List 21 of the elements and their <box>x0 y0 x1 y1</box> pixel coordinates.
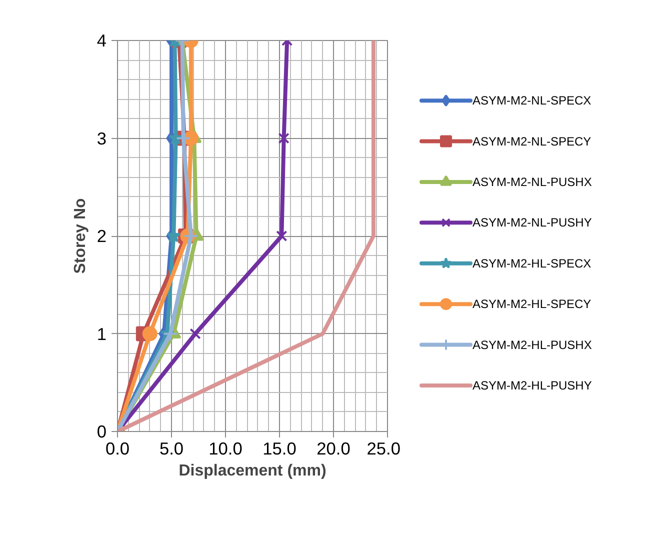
y-tick-label: 1 <box>96 324 107 344</box>
y-tick-label: 2 <box>96 226 107 246</box>
x-tick-label: 15.0 <box>262 438 296 458</box>
legend-label: ASYM-M2-HL-SPECY <box>472 297 592 312</box>
legend-label: ASYM-M2-NL-SPECX <box>472 94 592 108</box>
legend-label: ASYM-M2-NL-PUSHY <box>472 216 592 230</box>
y-tick-label: 3 <box>96 128 107 148</box>
x-tick-label: 25.0 <box>366 438 401 458</box>
y-axis-title: Storey No <box>72 198 89 274</box>
legend-label: ASYM-M2-NL-SPECY <box>472 134 592 148</box>
y-tick-label: 4 <box>96 30 107 50</box>
legend-label: ASYM-M2-HL-SPECX <box>472 256 592 270</box>
x-tick-label: 5.0 <box>159 438 184 458</box>
legend-label: ASYM-M2-HL-PUSHY <box>472 378 592 392</box>
y-tick-label: 0 <box>96 422 107 442</box>
x-tick-label: 10.0 <box>208 438 242 458</box>
x-axis-title: Displacement (mm) <box>178 462 326 480</box>
legend-label: ASYM-M2-NL-PUSHX <box>472 174 592 189</box>
x-tick-label: 0.0 <box>105 438 130 458</box>
legend-label: ASYM-M2-HL-PUSHX <box>472 338 592 352</box>
x-tick-label: 20.0 <box>316 438 350 458</box>
